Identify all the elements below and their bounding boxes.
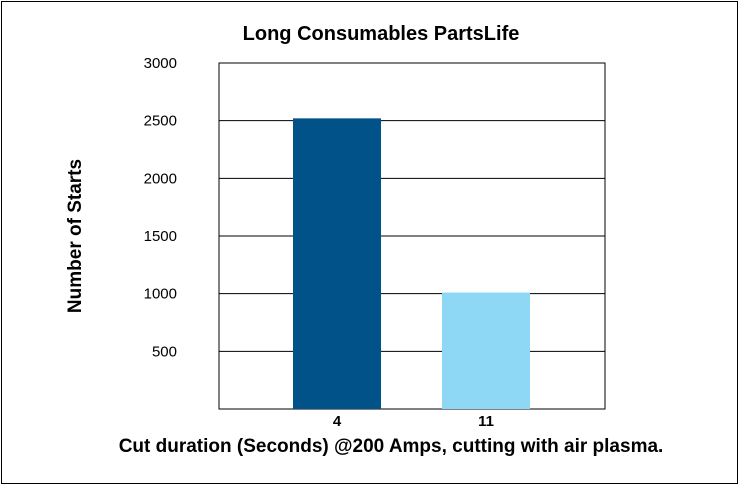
x-tick-label: 4 xyxy=(333,413,342,430)
y-tick-label: 1500 xyxy=(144,228,177,245)
x-axis-ticks: 4 11 xyxy=(333,413,494,430)
y-axis-label: Number of Starts xyxy=(65,159,86,313)
bars xyxy=(293,118,530,410)
bar-4 xyxy=(293,118,381,410)
y-axis-ticks: 500 1000 1500 2000 2500 3000 xyxy=(144,55,177,360)
y-tick-label: 3000 xyxy=(144,55,177,72)
x-tick-label: 11 xyxy=(478,413,494,430)
y-tick-label: 2500 xyxy=(144,113,177,130)
chart-title: Long Consumables PartsLife xyxy=(243,23,520,45)
y-tick-label: 1000 xyxy=(144,286,177,303)
grid-lines xyxy=(219,120,605,352)
x-axis-label: Cut duration (Seconds) @200 Amps, cuttin… xyxy=(119,436,664,457)
bar-11 xyxy=(442,292,530,409)
y-tick-label: 500 xyxy=(152,343,177,360)
y-tick-label: 2000 xyxy=(144,170,177,187)
